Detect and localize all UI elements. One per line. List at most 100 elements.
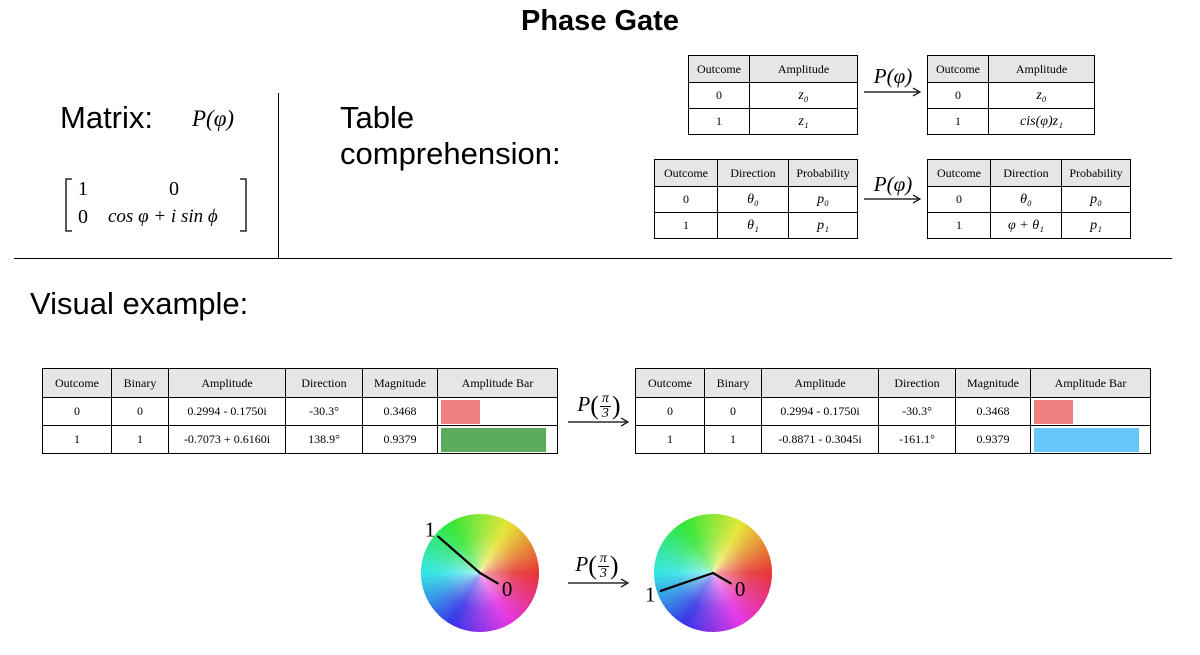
header-direction: Direction — [990, 159, 1062, 187]
header-amplitude: Amplitude — [168, 368, 286, 398]
header-direction: Direction — [717, 159, 789, 187]
left-bracket — [65, 178, 72, 232]
header-binary: Binary — [111, 368, 169, 398]
matrix-label: Matrix: — [60, 100, 153, 135]
amplitude-bar — [1034, 400, 1073, 424]
amplitude-bar — [441, 428, 547, 452]
page-title: Phase Gate — [521, 5, 679, 37]
arrow-icon — [568, 417, 630, 427]
header-outcome: Outcome — [654, 159, 718, 187]
gate-arrow-label-visual: P(π 3) — [577, 390, 621, 421]
cell-outcome: 1 — [654, 212, 718, 239]
cell-amplitude-bar — [1030, 397, 1151, 426]
visual-table-before: Outcome Binary Amplitude Direction Magni… — [42, 368, 558, 454]
header-outcome: Outcome — [635, 368, 705, 398]
amplitude-table-before: Outcome Amplitude 0 z₀ 1 z₁ — [688, 55, 858, 135]
cell-direction: θ₀ — [990, 186, 1062, 213]
cell-amplitude: cis(φ)z₁ — [988, 108, 1095, 135]
header-amplitude: Amplitude — [761, 368, 879, 398]
matrix-m21: 0 — [78, 206, 88, 228]
cell-probability: p₁ — [788, 212, 858, 239]
cell-amplitude: z₀ — [988, 82, 1095, 109]
cell-amplitude-bar — [1030, 425, 1151, 454]
vector-label: 0 — [502, 577, 513, 601]
amplitude-bar — [1034, 428, 1140, 452]
amplitude-table-after: Outcome Amplitude 0 z₀ 1 cis(φ)z₁ — [927, 55, 1095, 135]
cell-outcome: 1 — [635, 425, 705, 454]
header-probability: Probability — [1061, 159, 1131, 187]
header-magnitude: Magnitude — [955, 368, 1031, 398]
cell-binary: 1 — [111, 425, 169, 454]
cell-amplitude: -0.7073 + 0.6160i — [168, 425, 286, 454]
right-bracket — [240, 178, 247, 232]
amplitude-vector — [711, 571, 732, 585]
header-outcome: Outcome — [688, 55, 750, 83]
header-binary: Binary — [704, 368, 762, 398]
header-outcome: Outcome — [927, 159, 991, 187]
table-row: 1 1 -0.8871 - 0.3045i -161.1° 0.9379 — [635, 425, 1151, 454]
cell-outcome: 0 — [654, 186, 718, 213]
amplitude-vector — [437, 535, 482, 575]
table-row: 0 0 0.2994 - 0.1750i -30.3° 0.3468 — [42, 397, 558, 426]
cell-magnitude: 0.9379 — [362, 425, 438, 454]
header-direction: Direction — [285, 368, 363, 398]
vector-label: 1 — [425, 517, 436, 541]
cell-outcome: 1 — [927, 108, 989, 135]
cell-binary: 0 — [111, 397, 169, 426]
cell-direction: -161.1° — [878, 425, 956, 454]
gate-arrow-label: P(φ) — [873, 172, 913, 196]
matrix — [65, 178, 247, 232]
matrix-m11: 1 — [78, 178, 88, 200]
header-amplitude: Amplitude — [988, 55, 1095, 83]
table-row: 0 0 0.2994 - 0.1750i -30.3° 0.3468 — [635, 397, 1151, 426]
table-comprehension-line2: comprehension: — [340, 136, 561, 171]
amplitude-vector — [659, 571, 715, 593]
header-probability: Probability — [788, 159, 858, 187]
matrix-m22: cos φ + i sin ϕ — [108, 206, 218, 227]
cell-probability: p₁ — [1061, 212, 1131, 239]
cell-outcome: 0 — [635, 397, 705, 426]
table-row: 1 1 -0.7073 + 0.6160i 138.9° 0.9379 — [42, 425, 558, 454]
cell-direction: θ₁ — [717, 212, 789, 239]
cell-binary: 0 — [704, 397, 762, 426]
cell-amplitude: 0.2994 - 0.1750i — [761, 397, 879, 426]
header-amplitude-bar: Amplitude Bar — [1030, 368, 1151, 398]
section-divider-horizontal — [14, 258, 1172, 259]
header-magnitude: Magnitude — [362, 368, 438, 398]
cell-amplitude: -0.8871 - 0.3045i — [761, 425, 879, 454]
cell-magnitude: 0.9379 — [955, 425, 1031, 454]
visual-table-after: Outcome Binary Amplitude Direction Magni… — [635, 368, 1151, 454]
header-amplitude-bar: Amplitude Bar — [437, 368, 558, 398]
table-comprehension-label: Table comprehension: — [340, 100, 561, 172]
gate-arrow-label: P(φ) — [873, 64, 913, 88]
cell-amplitude: 0.2994 - 0.1750i — [168, 397, 286, 426]
cell-direction: -30.3° — [878, 397, 956, 426]
cell-outcome: 1 — [688, 108, 750, 135]
cell-outcome: 0 — [688, 82, 750, 109]
cell-amplitude: z₀ — [749, 82, 858, 109]
cell-amplitude-bar — [437, 397, 558, 426]
amplitude-vector — [478, 571, 499, 585]
arrow-icon — [864, 194, 922, 204]
cell-magnitude: 0.3468 — [955, 397, 1031, 426]
cell-outcome: 0 — [927, 186, 991, 213]
vector-label: 1 — [645, 582, 656, 606]
header-amplitude: Amplitude — [749, 55, 858, 83]
direction-table-after: Outcome Direction Probability 0 θ₀ p₀ 1 … — [927, 159, 1131, 239]
cell-probability: p₀ — [788, 186, 858, 213]
section-divider-vertical — [278, 93, 279, 258]
cell-outcome: 0 — [42, 397, 112, 426]
cell-probability: p₀ — [1061, 186, 1131, 213]
cell-binary: 1 — [704, 425, 762, 454]
matrix-m12: 0 — [169, 178, 179, 200]
arrow-icon — [864, 87, 922, 97]
cell-magnitude: 0.3468 — [362, 397, 438, 426]
header-outcome: Outcome — [927, 55, 989, 83]
cell-amplitude: z₁ — [749, 108, 858, 135]
cell-outcome: 0 — [927, 82, 989, 109]
matrix-gate-symbol: P(φ) — [192, 106, 235, 131]
header-outcome: Outcome — [42, 368, 112, 398]
